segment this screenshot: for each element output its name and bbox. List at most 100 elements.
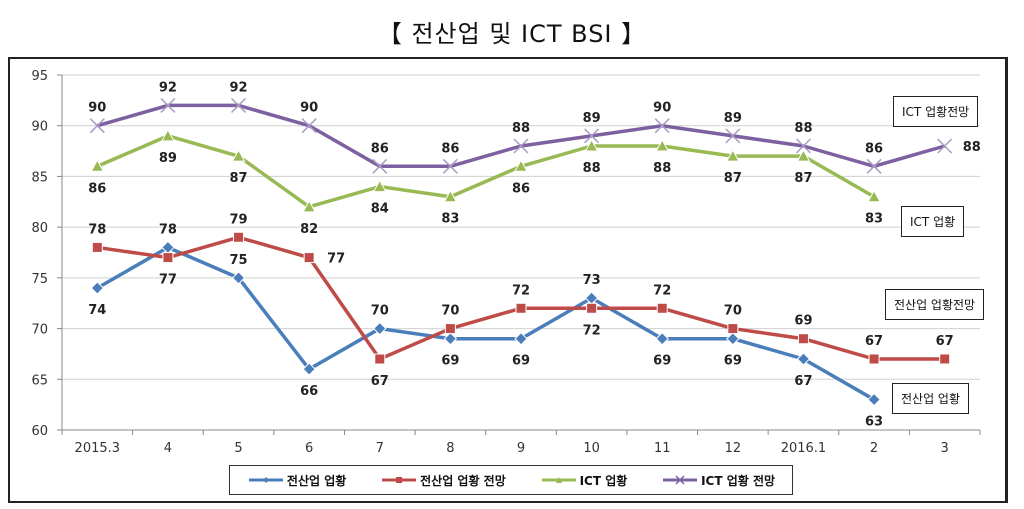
data-label: 90 <box>88 101 106 116</box>
y-tick-label: 80 <box>31 221 48 236</box>
data-label: 88 <box>583 161 601 176</box>
data-label: 69 <box>794 314 812 329</box>
annotation-ict-business: ICT 업황 <box>901 206 965 237</box>
data-label: 70 <box>724 304 742 319</box>
data-label: 86 <box>865 141 883 156</box>
data-point-square <box>939 353 951 365</box>
data-point-square <box>233 231 245 243</box>
y-tick-label: 70 <box>31 323 48 338</box>
legend-label: ICT 업황 <box>579 473 628 488</box>
data-point-diamond <box>726 332 740 346</box>
data-point-x <box>160 97 176 113</box>
data-label: 79 <box>229 212 247 227</box>
data-label: 88 <box>963 140 981 155</box>
data-point-square <box>727 323 739 335</box>
data-label: 77 <box>327 252 345 267</box>
x-tick-label: 10 <box>583 441 600 456</box>
data-label: 75 <box>229 253 247 268</box>
data-label: 63 <box>865 415 883 430</box>
data-point-triangle <box>90 159 105 172</box>
data-label: 88 <box>653 161 671 176</box>
legend-diamond-icon <box>248 477 283 483</box>
data-label: 67 <box>794 374 812 389</box>
data-label: 88 <box>794 121 812 136</box>
data-label: 87 <box>724 171 742 186</box>
legend-item-all-industry: 전산업 업황 <box>247 472 346 489</box>
data-point-x <box>89 118 105 134</box>
data-point-triangle <box>231 149 246 162</box>
data-point-x <box>301 118 317 134</box>
data-point-diamond <box>373 321 387 336</box>
data-point-triangle <box>796 149 811 162</box>
legend-triangle-icon <box>541 477 576 483</box>
data-point-diamond <box>231 271 246 285</box>
annotation-all-industry-outlook: 전산업 업황전망 <box>885 289 985 320</box>
data-point-triangle <box>302 199 316 213</box>
data-point-triangle <box>655 138 670 152</box>
x-tick-label: 7 <box>376 441 384 456</box>
data-label: 70 <box>371 304 389 319</box>
data-label: 78 <box>159 222 177 237</box>
data-point-diamond <box>514 332 528 346</box>
data-label: 73 <box>583 273 601 288</box>
chart-legend: 전산업 업황 전산업 업황 전망 ICT 업황 ICT 업황 전망 <box>229 465 793 495</box>
data-label: 86 <box>512 181 530 196</box>
data-point-diamond <box>796 352 811 366</box>
data-label: 67 <box>936 334 954 349</box>
data-point-x <box>725 128 741 144</box>
data-point-x <box>866 158 882 174</box>
data-label: 88 <box>512 121 530 136</box>
data-label: 78 <box>88 222 106 237</box>
x-tick-label: 2 <box>870 441 878 456</box>
y-tick-label: 60 <box>31 424 48 439</box>
series-line <box>96 245 875 402</box>
data-point-x <box>584 128 600 144</box>
data-label: 67 <box>371 374 389 389</box>
data-point-x <box>795 138 811 154</box>
data-point-diamond <box>90 281 105 295</box>
data-point-square <box>797 333 809 345</box>
data-point-square <box>586 302 598 314</box>
data-point-triangle <box>584 138 599 152</box>
x-tick-label: 12 <box>725 441 742 456</box>
data-label: 86 <box>441 141 459 156</box>
data-label: 69 <box>441 354 459 369</box>
data-point-diamond <box>302 362 316 376</box>
y-tick-label: 85 <box>31 170 48 185</box>
data-label: 87 <box>794 171 812 186</box>
series-line <box>96 134 875 209</box>
x-tick-label: 6 <box>305 441 313 456</box>
data-point-triangle <box>161 128 175 142</box>
data-label: 66 <box>300 384 318 399</box>
data-point-diamond <box>443 332 458 346</box>
x-tick-label: 8 <box>446 441 454 456</box>
data-point-square <box>303 252 315 264</box>
data-point-square <box>162 252 174 264</box>
x-tick-label: 4 <box>164 441 172 456</box>
data-label: 69 <box>653 354 671 369</box>
data-label: 86 <box>88 181 106 196</box>
y-tick-label: 90 <box>31 120 48 135</box>
data-point-x <box>654 118 670 134</box>
data-point-square <box>444 323 456 335</box>
x-tick-label: 11 <box>654 441 671 456</box>
data-point-square <box>91 241 103 253</box>
x-tick-label: 3 <box>941 441 949 456</box>
data-label: 72 <box>653 283 671 298</box>
x-tick-label: 2016.1 <box>781 441 827 456</box>
legend-label: ICT 업황 전망 <box>701 473 776 488</box>
data-point-triangle <box>514 159 528 172</box>
data-label: 89 <box>724 111 742 126</box>
y-tick-label: 75 <box>31 272 48 287</box>
x-tick-label: 5 <box>234 441 242 456</box>
y-tick-label: 65 <box>31 373 48 388</box>
data-point-diamond <box>867 392 881 407</box>
data-label: 87 <box>229 171 247 186</box>
data-label: 69 <box>724 354 742 369</box>
data-point-triangle <box>372 179 387 193</box>
data-label: 89 <box>583 111 601 126</box>
legend-x-icon <box>663 475 698 485</box>
data-label: 67 <box>865 334 883 349</box>
legend-label: 전산업 업황 전망 <box>420 473 506 488</box>
